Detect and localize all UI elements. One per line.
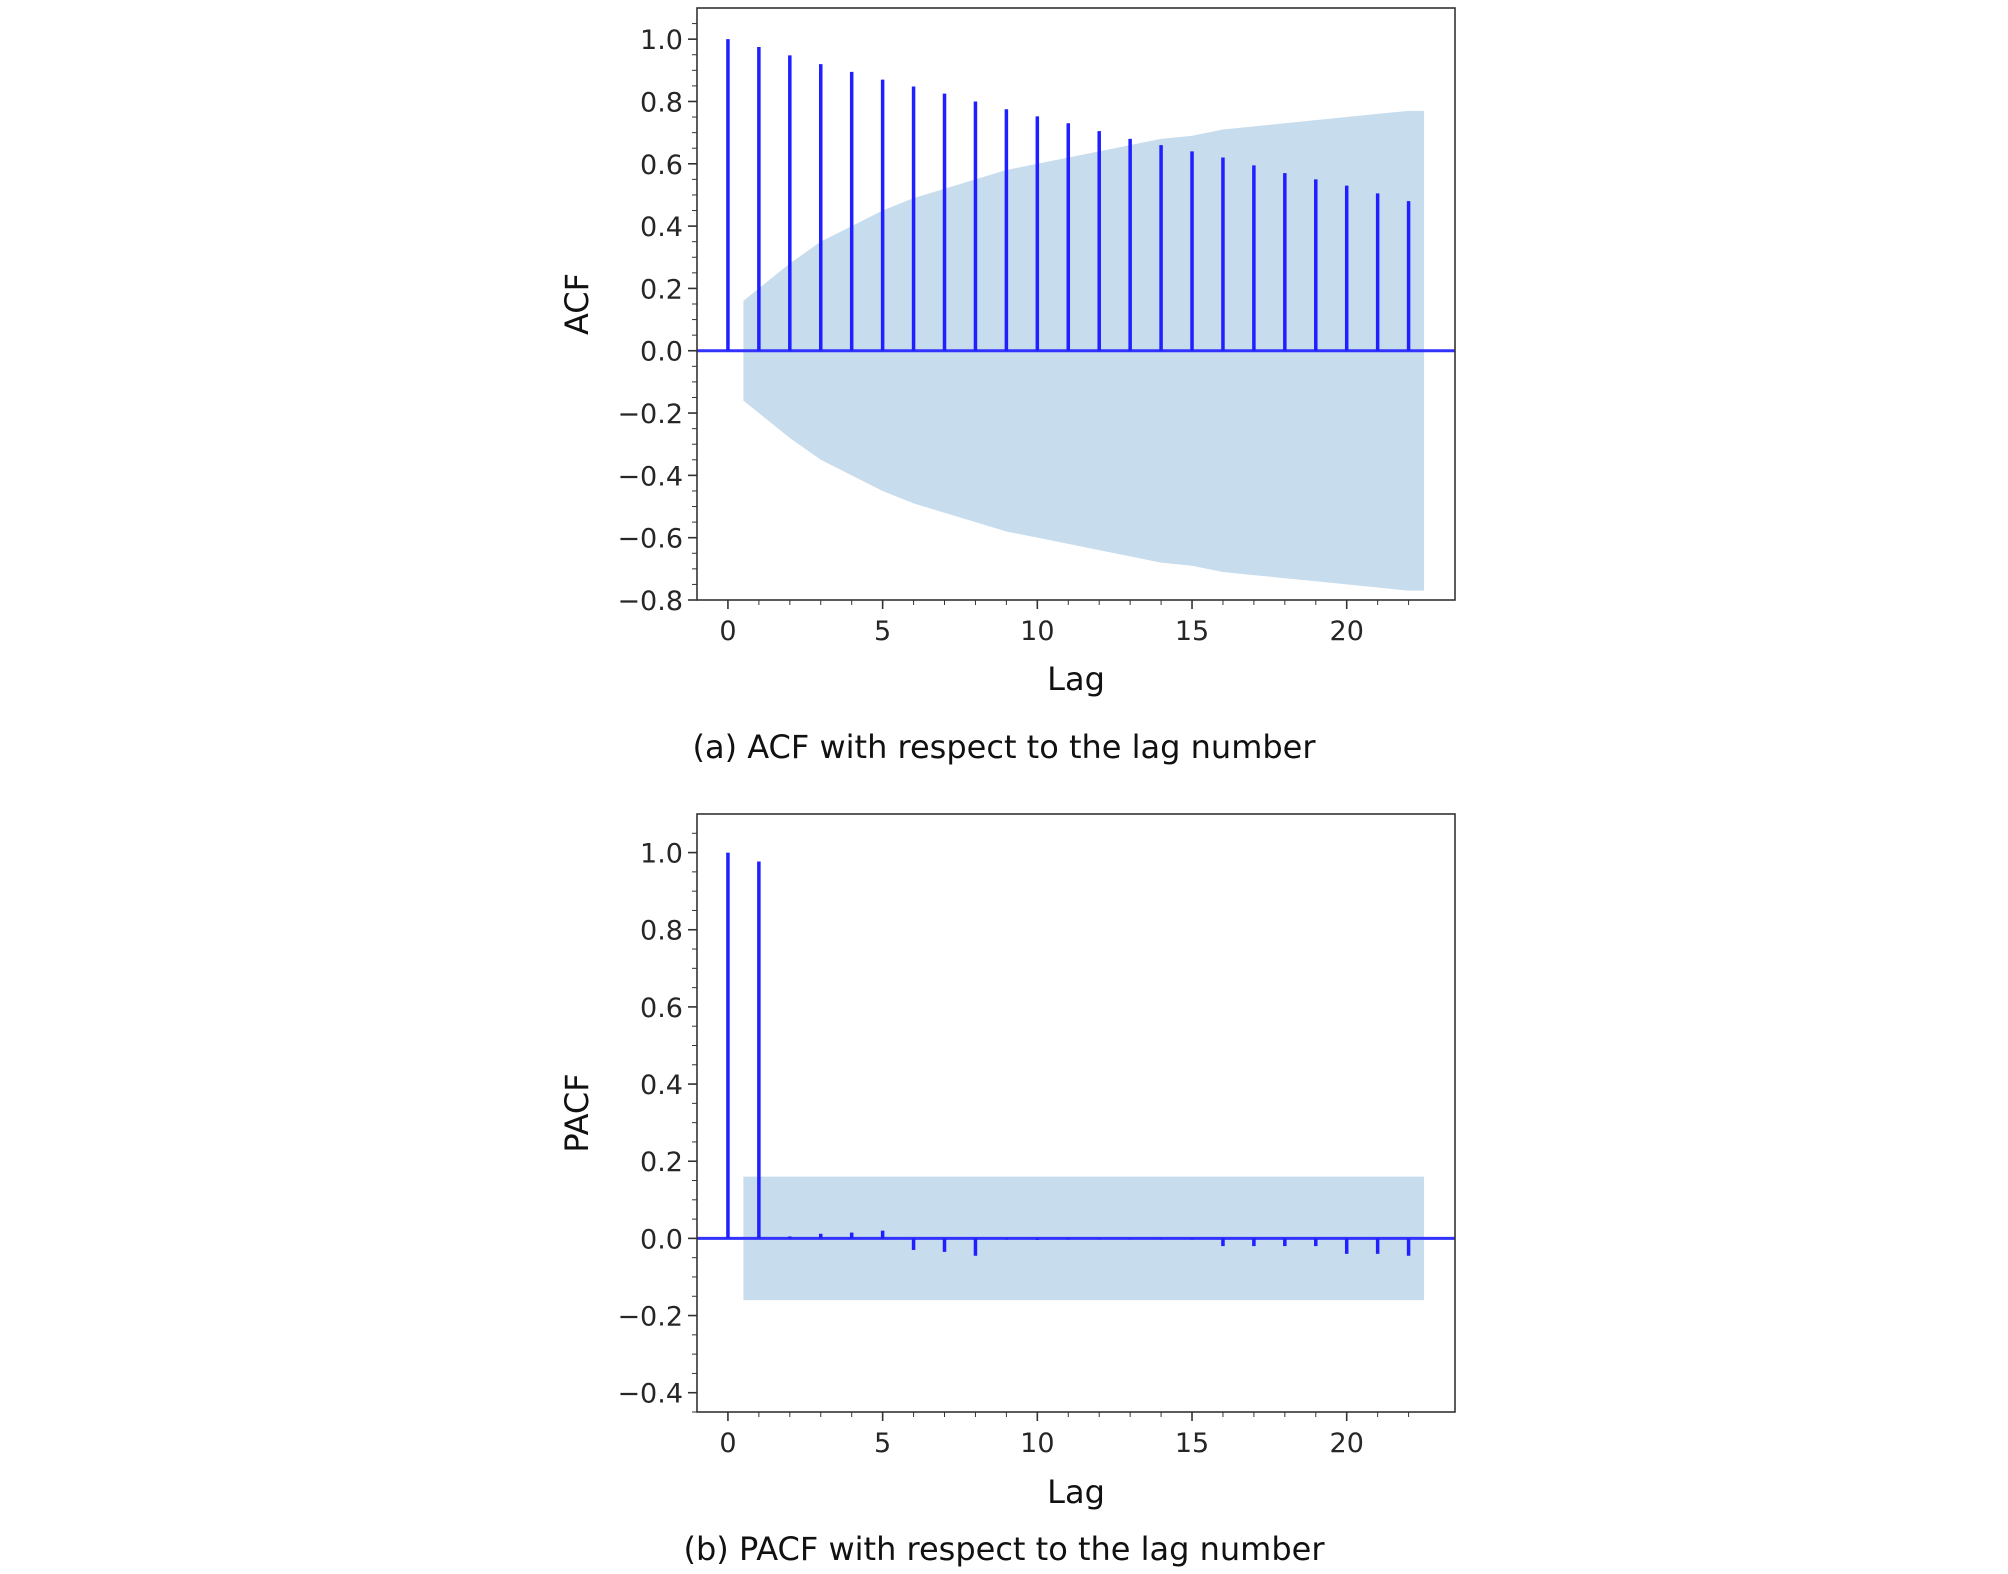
x-tick-label: 20 [1330, 616, 1364, 647]
plot-frame [696, 813, 1456, 1413]
y-tick-label: −0.4 [617, 461, 683, 492]
y-tick-label: 0.6 [640, 150, 683, 181]
y-tick-label: −0.6 [617, 524, 683, 555]
x-tick-label: 10 [1020, 616, 1054, 647]
acf-chart: −0.8 −0.6 −0.4 −0.2 0.0 0.2 0.4 0.6 0.8 1.0 0 5 10 15… [0, 0, 2008, 720]
x-axis-title: Lag [1047, 660, 1105, 698]
x-tick-label: 5 [874, 1428, 891, 1459]
x-tick-label: 0 [719, 616, 736, 647]
pacf-chart: −0.4 −0.2 0.0 0.2 0.4 0.6 0.8 1.0 0 5 10 15 20 Lag PAC… [0, 800, 2008, 1510]
x-tick-label: 20 [1330, 1428, 1364, 1459]
y-tick-label: 0.2 [640, 274, 683, 305]
y-tick-label: 0.8 [640, 87, 683, 118]
pacf-caption: (b) PACF with respect to the lag number [683, 1530, 1325, 1568]
y-tick-label: 0.2 [640, 1147, 683, 1178]
y-tick-label: 1.0 [640, 25, 683, 56]
x-tick-label: 5 [874, 616, 891, 647]
y-tick-label: 0.8 [640, 916, 683, 947]
y-tick-label: 0.6 [640, 993, 683, 1024]
x-tick-label: 10 [1020, 1428, 1054, 1459]
y-tick-label: 0.0 [640, 337, 683, 368]
y-tick-label: 0.4 [640, 212, 683, 243]
y-axis-title: PACF [558, 1073, 596, 1152]
acf-caption: (a) ACF with respect to the lag number [692, 728, 1316, 766]
y-tick-label: −0.4 [617, 1379, 683, 1410]
y-tick-label: 1.0 [640, 839, 683, 870]
y-tick-label: −0.2 [617, 399, 683, 430]
y-tick-label: −0.2 [617, 1302, 683, 1333]
x-tick-label: 15 [1175, 616, 1209, 647]
x-axis-title: Lag [1047, 1473, 1105, 1510]
y-tick-label: −0.8 [617, 586, 683, 617]
x-tick-label: 15 [1175, 1428, 1209, 1459]
x-tick-label: 0 [719, 1428, 736, 1459]
y-tick-label: 0.4 [640, 1070, 683, 1101]
y-axis-title: ACF [558, 273, 596, 335]
y-tick-label: 0.0 [640, 1224, 683, 1255]
